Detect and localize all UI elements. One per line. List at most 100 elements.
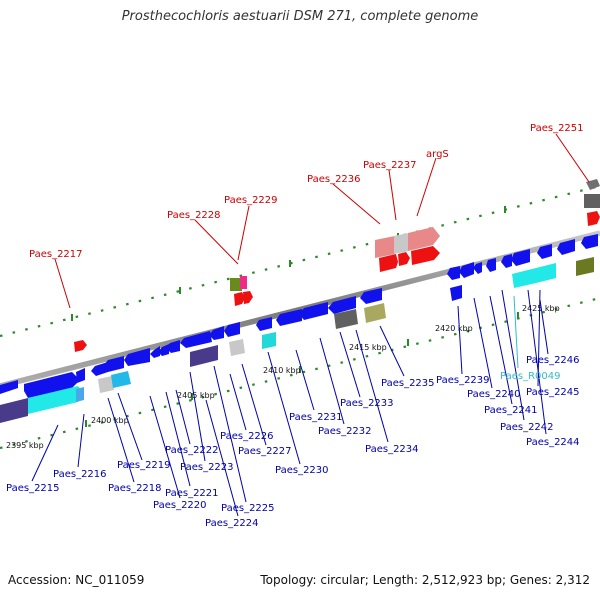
gene-label: Paes_2224 — [205, 518, 259, 529]
gene-label: Paes_2230 — [275, 465, 329, 476]
scale-label: 2415 kbp — [349, 343, 387, 352]
scale-label: 2395 kbp — [6, 441, 44, 450]
gene-red-e — [411, 246, 440, 265]
gene-label: Paes_2216 — [53, 469, 107, 480]
gene-blue — [459, 262, 474, 278]
gene-blue — [150, 346, 160, 358]
gene-label: Paes_2245 — [526, 387, 580, 398]
gene-label: argS — [426, 149, 449, 160]
gene-paes-2228 — [230, 278, 242, 291]
leader-line — [241, 363, 267, 446]
gene-blue — [0, 380, 18, 394]
leader-line — [332, 183, 381, 225]
gene-blue — [209, 326, 224, 340]
leader-line — [388, 169, 397, 221]
leader-line — [295, 349, 315, 411]
gene-paes-2246 — [576, 257, 594, 276]
gene-label: Paes_2217 — [29, 249, 83, 260]
gene-label: Paes_2223 — [180, 462, 234, 473]
gene-paes-2251 — [584, 194, 600, 208]
leader-line — [489, 295, 513, 405]
scale-label: 2405 kbp — [177, 391, 215, 400]
leader-line — [501, 289, 525, 421]
scale-label: 2420 kbp — [435, 324, 473, 333]
accession-text: Accession: NC_011059 — [8, 573, 145, 587]
gene-blue — [328, 296, 356, 314]
gene-blue — [486, 258, 496, 272]
reverse-genes — [0, 234, 598, 423]
leader-line — [149, 395, 181, 499]
gene-label: Paes_2246 — [526, 355, 580, 366]
gene-label: Paes_2218 — [108, 483, 162, 494]
leader-line — [527, 289, 547, 435]
gene-blue — [76, 368, 85, 383]
leader-line — [267, 351, 301, 465]
gene-label: Paes_2232 — [318, 426, 372, 437]
gene-label: Paes_2234 — [365, 444, 419, 455]
gene-label: Paes_2226 — [220, 431, 274, 442]
gene-paes-2218 — [98, 376, 114, 393]
gene-red-d — [398, 252, 410, 266]
gene-paes-2229 — [240, 276, 247, 289]
leader-line — [54, 258, 71, 309]
gene-blue — [276, 309, 302, 326]
gene-label: Paes_2240 — [467, 389, 521, 400]
leader-line — [339, 331, 361, 398]
gene-label: Paes_2219 — [117, 460, 171, 471]
gene-label: Paes_2231 — [289, 412, 343, 423]
gene-blue — [299, 302, 328, 320]
gene-blue — [166, 340, 180, 353]
gene-label: Paes_R0049 — [500, 371, 560, 382]
gene-blue — [103, 356, 124, 372]
gene-paes-2216 — [28, 386, 84, 414]
leader-line — [473, 297, 493, 389]
gene-label: Paes_2244 — [526, 437, 580, 448]
scale-label: 2400 kbp — [91, 416, 129, 425]
gene-label: Paes_2225 — [221, 503, 275, 514]
leader-line — [31, 424, 59, 482]
gene-blue — [124, 348, 150, 366]
leader-line — [457, 305, 463, 375]
leader-line — [77, 413, 85, 468]
gene-label: Paes_2235 — [381, 378, 435, 389]
gene-paes-2223 — [190, 345, 218, 367]
leader-line — [189, 371, 206, 462]
gene-red-a — [234, 292, 245, 306]
leader-line — [165, 391, 191, 487]
leader-line — [213, 365, 247, 503]
gene-blue — [581, 234, 598, 249]
gene-blue — [158, 344, 169, 356]
gene-label: Paes_2236 — [307, 174, 361, 185]
gene-blue — [180, 331, 212, 348]
leader-line — [194, 219, 239, 265]
gene-blue — [360, 288, 382, 304]
gene-label: Paes_2233 — [340, 398, 394, 409]
gene-label: Paes_2251 — [530, 123, 584, 134]
leader-line — [107, 397, 135, 483]
gene-label: Paes_2237 — [363, 160, 417, 171]
rna-labels: Paes_R0049 — [500, 371, 560, 382]
forward-labels: Paes_2217 Paes_2228 Paes_2229 Paes_2236 … — [29, 123, 584, 260]
leader-line — [539, 299, 549, 355]
topology-text: Topology: circular; Length: 2,512,923 bp… — [260, 573, 590, 587]
reverse-label-lines — [31, 289, 549, 517]
gene-blue — [557, 239, 575, 255]
gene-blue — [501, 254, 512, 268]
gene-red-c — [379, 254, 398, 272]
gene-label: Paes_2242 — [500, 422, 554, 433]
gene-label: Paes_2228 — [167, 210, 221, 221]
map-title: Prosthecochloris aestuarii DSM 271, comp… — [121, 9, 479, 24]
forward-genes — [74, 179, 600, 352]
gene-blue — [224, 322, 240, 337]
gene-label: Paes_2229 — [224, 195, 278, 206]
gene-blue — [447, 266, 460, 280]
rna-leader-line — [513, 295, 519, 369]
gene-paes-2215 — [0, 398, 28, 423]
gene-paes-2245 — [536, 263, 556, 283]
leader-line — [355, 329, 389, 443]
gene-blue — [473, 262, 482, 274]
leader-line — [205, 399, 239, 517]
gene-paes-2226 — [229, 339, 245, 356]
gene-label: Paes_2239 — [436, 375, 490, 386]
gene-red-b — [243, 291, 253, 304]
